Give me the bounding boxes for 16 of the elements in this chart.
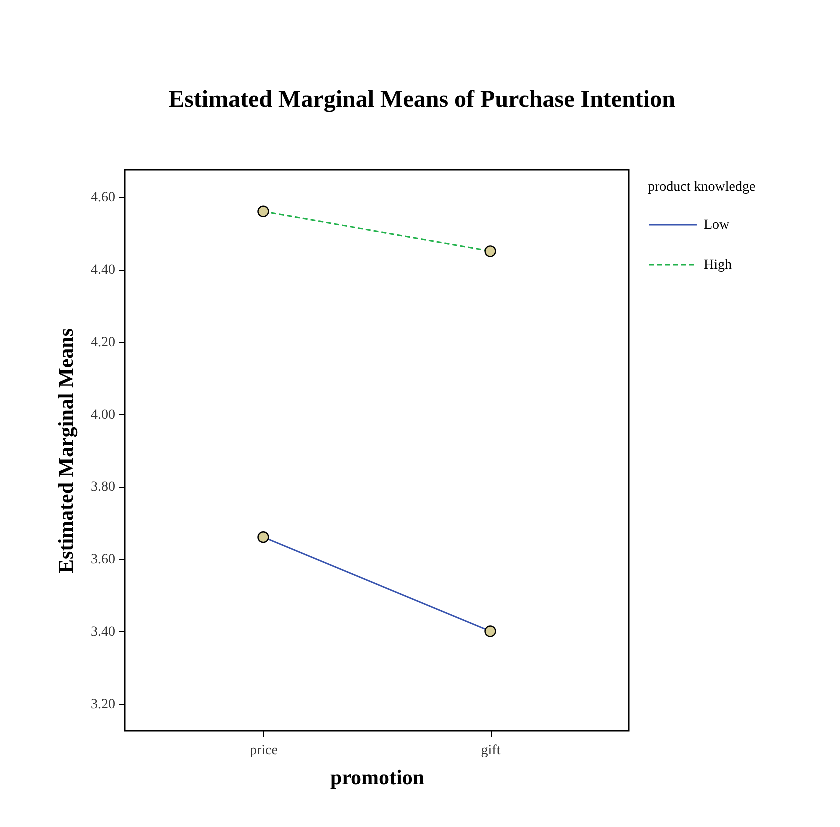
y-axis-title: Estimated Marginal Means (54, 328, 78, 574)
legend-label: High (704, 258, 732, 273)
y-tick-label: 4.20 (91, 335, 116, 350)
x-tick-label: price (250, 744, 278, 758)
y-tick-label: 4.00 (91, 408, 116, 423)
y-tick-label: 3.40 (91, 624, 116, 640)
y-tick-label: 4.40 (91, 263, 116, 278)
y-tick-label: 4.60 (91, 190, 116, 206)
x-tick-label: gift (481, 744, 501, 758)
y-tick-label: 3.80 (91, 480, 116, 496)
x-axis-title: promotion (330, 766, 425, 790)
legend-label: Low (704, 218, 731, 233)
chart-title: Estimated Marginal Means of Purchase Intention (168, 87, 676, 113)
y-tick-label: 3.60 (91, 552, 116, 568)
y-tick-label: 3.20 (91, 697, 116, 712)
legend-title: product knowledge (648, 180, 756, 195)
